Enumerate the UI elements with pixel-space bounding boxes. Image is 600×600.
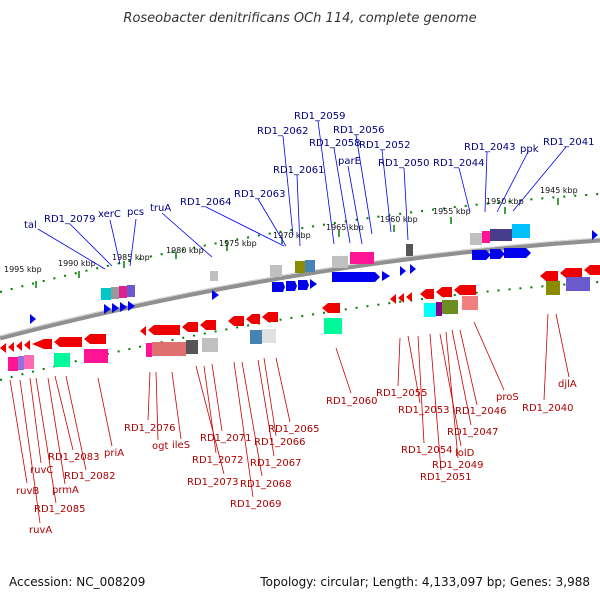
gene-label-rd1-2051: RD1_2051: [420, 472, 471, 483]
reverse-leader-lines: [9, 313, 570, 524]
gene-label-prma: prmA: [52, 485, 79, 496]
tick-label: 1995 kbp: [4, 265, 42, 274]
gene-label-pare: parE: [338, 156, 361, 167]
gene-label-rd1-2043: RD1_2043: [464, 142, 515, 153]
forward-feature-boxes: [101, 224, 530, 300]
gene-label-rd1-2053: RD1_2053: [398, 405, 449, 416]
reverse-gene-arrows: [0, 265, 600, 353]
gene-label-ruva: ruvA: [29, 525, 52, 536]
tick-label: 1950 kbp: [486, 197, 524, 206]
gene-label-rd1-2085: RD1_2085: [34, 504, 85, 515]
reverse-gene-labels: ruvB ruvA ruvC RD1_2085 prmA RD1_2083 RD…: [16, 379, 577, 536]
tick-label: 1965 kbp: [326, 223, 364, 232]
accession-text: Accession: NC_008209: [9, 575, 145, 589]
gene-label-pria: priA: [104, 448, 124, 459]
gene-label-rd1-2056: RD1_2056: [333, 125, 384, 136]
gene-label-rd1-2067: RD1_2067: [250, 458, 301, 469]
gene-label-djla: djlA: [558, 379, 577, 390]
gene-label-rd1-2062: RD1_2062: [257, 126, 308, 137]
gene-label-iles: ileS: [172, 440, 190, 451]
gene-label-rd1-2059: RD1_2059: [294, 111, 345, 122]
gene-label-rd1-2061: RD1_2061: [273, 165, 324, 176]
gene-label-trua: truA: [150, 203, 171, 214]
gene-label-rd1-2047: RD1_2047: [447, 427, 498, 438]
gene-label-rd1-2060: RD1_2060: [326, 396, 377, 407]
gene-label-rd1-2072: RD1_2072: [192, 455, 243, 466]
tick-label: 1990 kbp: [58, 259, 96, 268]
forward-gene-labels: tal RD1_2079 xerC pcs truA RD1_2064 RD1_…: [24, 111, 594, 231]
major-ticks: [35, 198, 559, 288]
gene-label-xerc: xerC: [98, 209, 121, 220]
gene-label-rd1-2054: RD1_2054: [401, 445, 452, 456]
gene-label-lold: lolD: [455, 448, 475, 459]
gene-label-rd1-2069: RD1_2069: [230, 499, 281, 510]
gene-label-rd1-2068: RD1_2068: [240, 479, 291, 490]
gene-label-rd1-2055: RD1_2055: [376, 388, 427, 399]
gene-label-rd1-2058: RD1_2058: [309, 138, 360, 149]
tick-label: 1980 kbp: [166, 246, 204, 255]
gene-label-rd1-2071: RD1_2071: [200, 433, 251, 444]
gene-label-rd1-2076: RD1_2076: [124, 423, 175, 434]
gene-label-rd1-2066: RD1_2066: [254, 437, 305, 448]
gene-label-ruvb: ruvB: [16, 486, 39, 497]
gene-label-rd1-2049: RD1_2049: [432, 460, 483, 471]
gene-label-rd1-2073: RD1_2073: [187, 477, 238, 488]
gene-label-rd1-2064: RD1_2064: [180, 197, 231, 208]
gene-label-ogt: ogt: [152, 441, 168, 452]
tick-label: 1975 kbp: [219, 239, 257, 248]
tick-label: 1945 kbp: [540, 186, 578, 195]
forward-gene-arrows: [30, 230, 598, 324]
gene-label-rd1-2046: RD1_2046: [455, 406, 506, 417]
tick-label: 1970 kbp: [273, 231, 311, 240]
gene-label-rd1-2052: RD1_2052: [359, 140, 410, 151]
inner-tick-ring: [0, 281, 600, 381]
gene-label-rd1-2083: RD1_2083: [48, 452, 99, 463]
forward-leader-lines: [37, 120, 567, 270]
gene-label-rd1-2079: RD1_2079: [44, 214, 95, 225]
gene-label-rd1-2082: RD1_2082: [64, 471, 115, 482]
gene-label-rd1-2065: RD1_2065: [268, 424, 319, 435]
map-title: Roseobacter denitrificans OCh 114, compl…: [123, 11, 476, 26]
gene-label-rd1-2044: RD1_2044: [433, 158, 484, 169]
gene-label-ruvc: ruvC: [30, 465, 53, 476]
gene-label-rd1-2041: RD1_2041: [543, 137, 594, 148]
topology-text: Topology: circular; Length: 4,133,097 bp…: [259, 575, 590, 589]
gene-label-rd1-2050: RD1_2050: [378, 158, 429, 169]
gene-label-rd1-2063: RD1_2063: [234, 189, 285, 200]
reverse-feature-boxes: [8, 277, 590, 371]
gene-label-ppk: ppk: [520, 144, 539, 155]
gene-label-rd1-2040: RD1_2040: [522, 403, 573, 414]
gene-label-pros: proS: [496, 392, 519, 403]
gene-label-tal: tal: [24, 220, 37, 231]
gene-label-pcs: pcs: [127, 207, 144, 218]
tick-label: 1960 kbp: [380, 215, 418, 224]
tick-label: 1955 kbp: [433, 207, 471, 216]
